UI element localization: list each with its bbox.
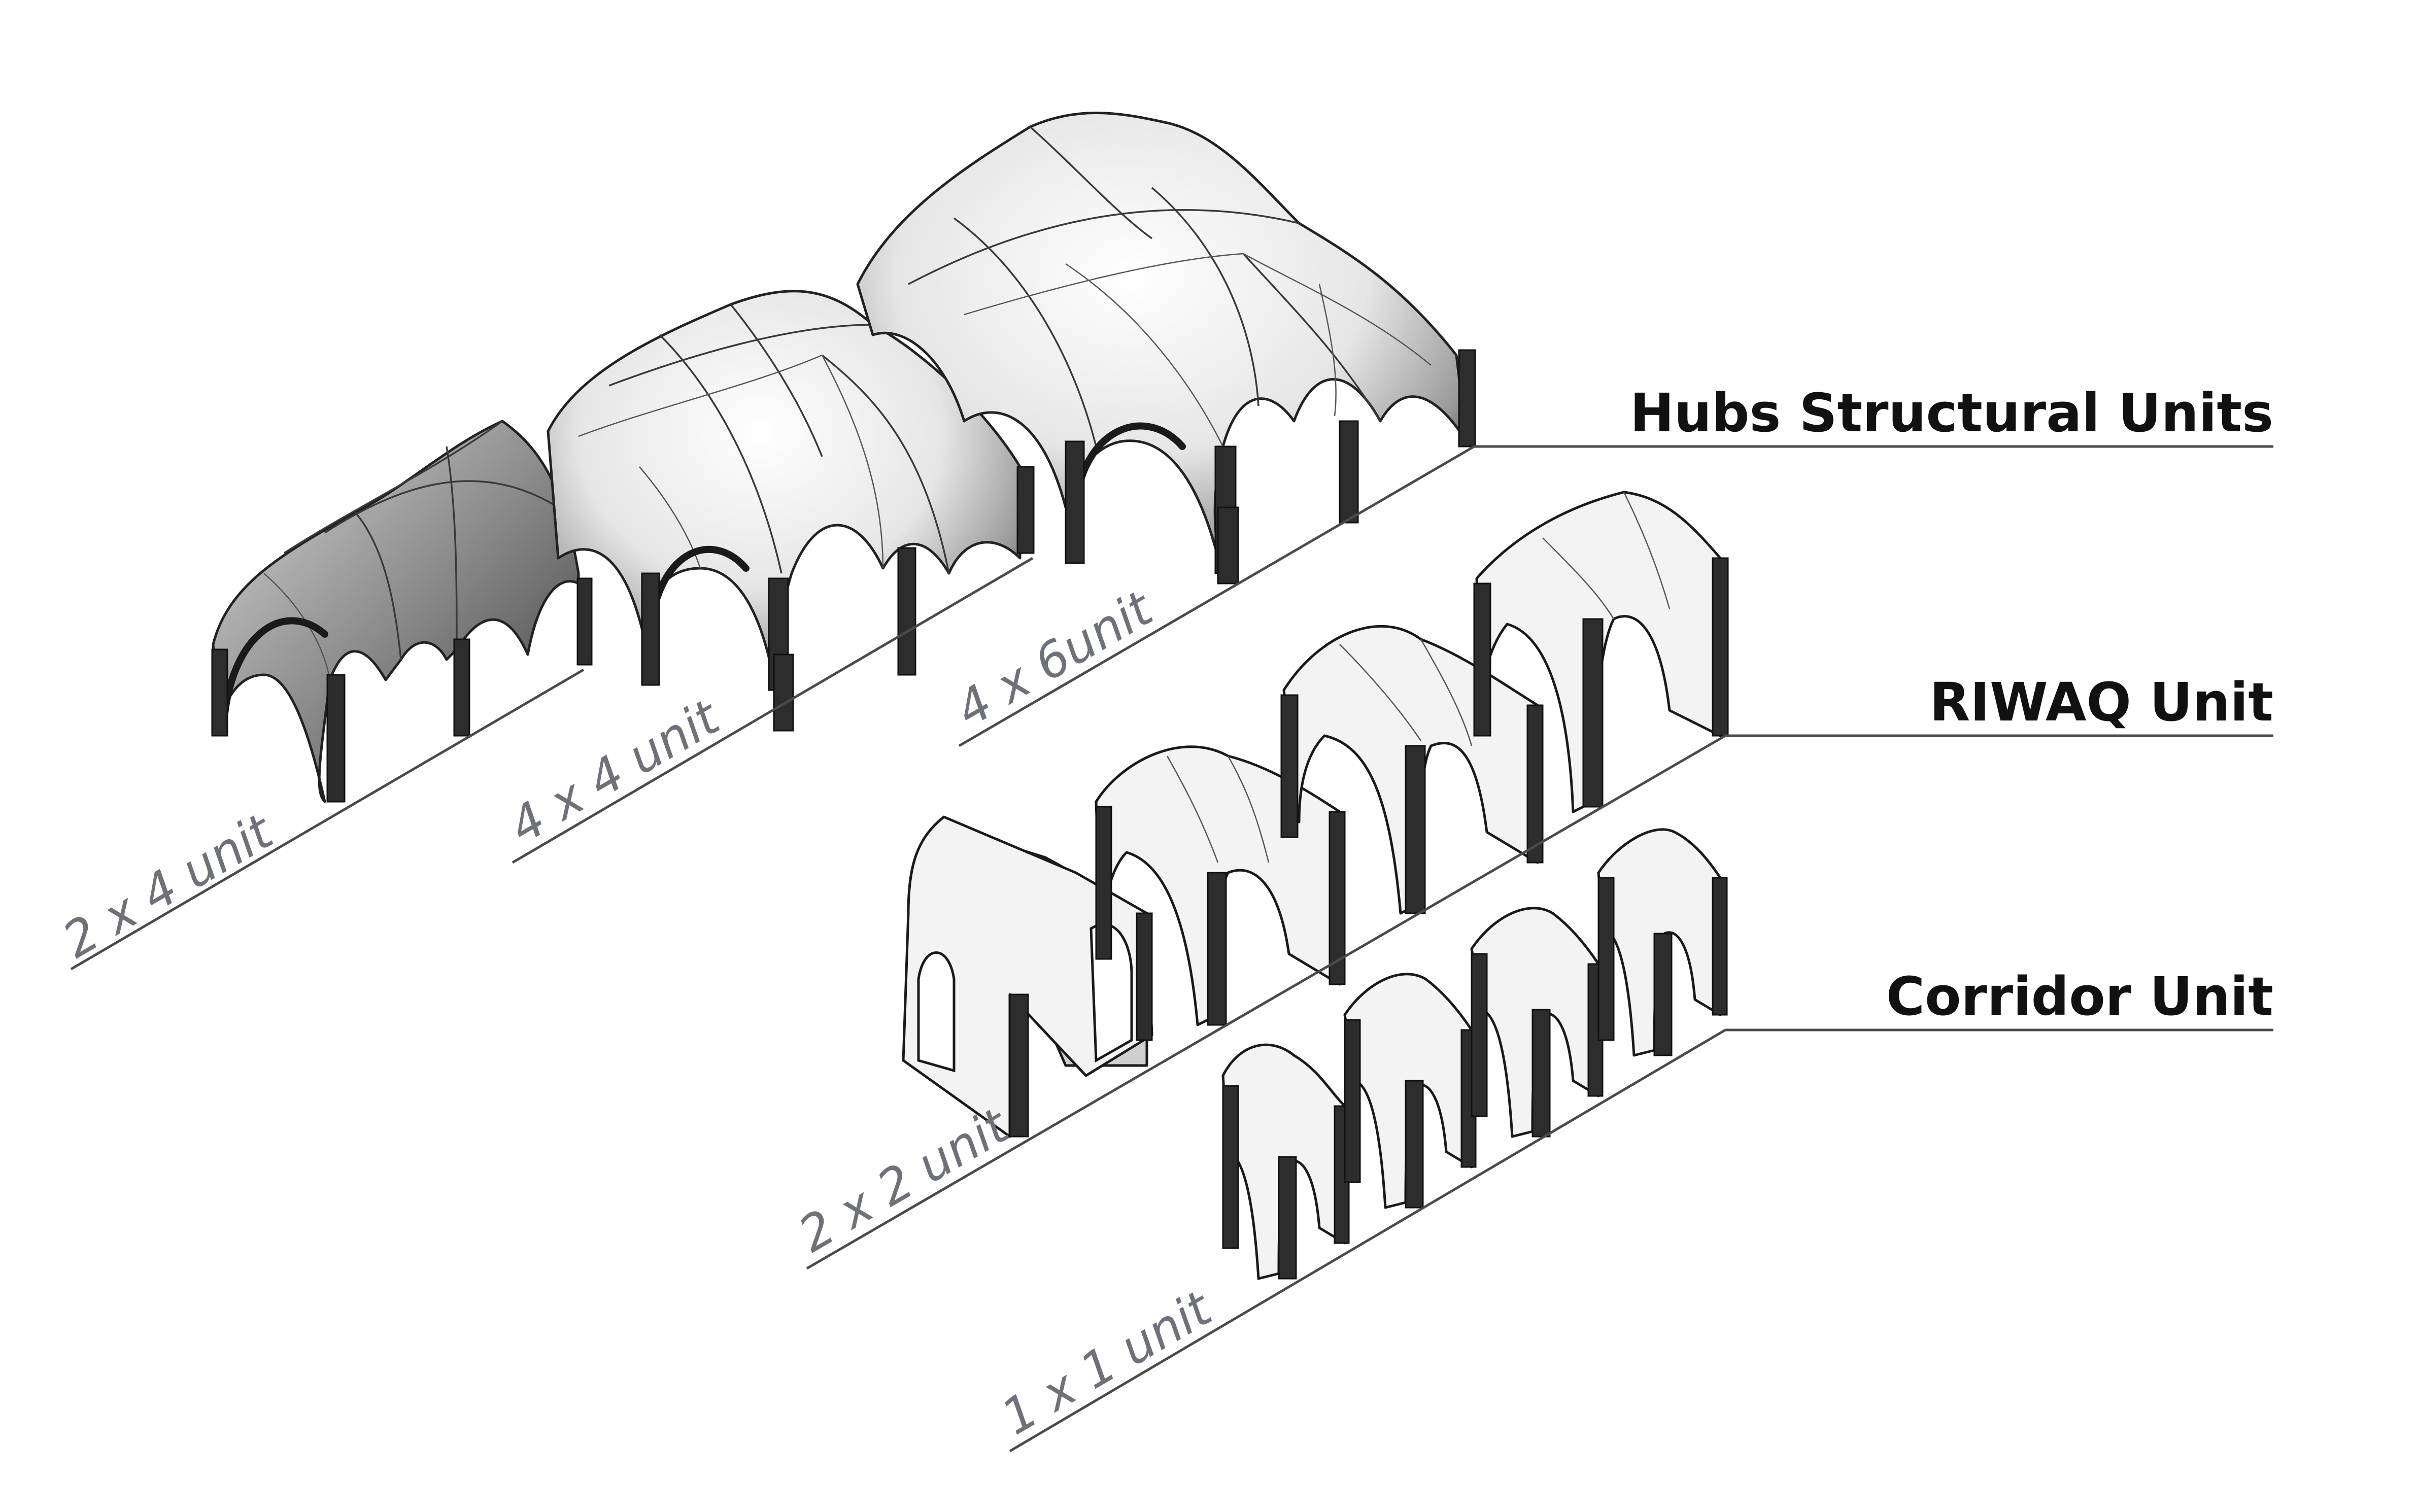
hub-4x4-rib	[730, 303, 823, 457]
hub-2x4-size-label: 2 x 4 unit	[53, 802, 284, 969]
hub-4x6-rib	[908, 209, 1300, 285]
hub-4x6-size-label: 4 x 6unit	[946, 579, 1163, 738]
hub-4x4-base-line	[512, 557, 1034, 864]
hub-2x4-pier	[576, 577, 593, 666]
hub-2x4-rib	[354, 511, 402, 660]
corridor-pier	[1405, 1080, 1424, 1209]
riwaq-pier	[1526, 704, 1544, 864]
corridor-pier	[1531, 1009, 1551, 1138]
hub-4x6-rib	[953, 217, 1097, 447]
riwaq-pier	[1712, 557, 1729, 737]
corridor-pier	[1222, 1085, 1239, 1249]
corridor-pier	[1712, 877, 1728, 1016]
hub-4x4-size-label: 4 x 4 unit	[500, 688, 730, 855]
hub-4x4-vault-shell	[547, 290, 1022, 697]
riwaq-base-line	[806, 734, 1726, 1270]
hub-2x4-base-line	[70, 668, 585, 971]
hub-unit-2x4	[211, 420, 593, 803]
hub-2x4-rib	[446, 446, 458, 650]
hub-4x4-rib	[659, 334, 782, 574]
hub-4x4-pier	[897, 547, 916, 676]
corridor-module	[1470, 907, 1604, 1138]
hub-4x6-rib	[1243, 253, 1432, 366]
hub-4x6-rib	[1065, 263, 1224, 447]
riwaq-units	[902, 491, 1729, 1138]
riwaq-pier	[1009, 993, 1029, 1138]
hub-4x4-rib	[821, 354, 950, 574]
hub-4x6-rib	[1151, 187, 1259, 406]
hub-4x4-rib	[578, 354, 823, 437]
corridor-pier	[1597, 877, 1615, 1041]
riwaq-pier	[1095, 806, 1112, 960]
hub-2x4-pier	[453, 638, 470, 737]
corridor-pier	[1653, 933, 1673, 1056]
corridor-base-line	[1009, 1028, 1726, 1453]
hub-4x6-base-line	[958, 445, 1475, 747]
corridor-size-label: 1 x 1 unit	[992, 1279, 1222, 1446]
riwaq-unit-label: RIWAQ Unit	[1929, 671, 2273, 733]
hub-4x4-rib	[639, 466, 701, 569]
hub-2x4-pier	[326, 674, 346, 803]
hub-2x4-rib	[324, 480, 559, 534]
hub-4x6-pier	[1065, 440, 1085, 564]
corridor-pier	[1471, 953, 1488, 1117]
riwaq-pier	[1582, 618, 1604, 808]
hub-4x6-rib	[1029, 126, 1153, 239]
riwaq-pier	[1136, 912, 1153, 1041]
hub-4x4-rib	[821, 355, 884, 569]
hub-4x6-pier	[1339, 420, 1359, 524]
hub-4x6-rib	[964, 253, 1244, 316]
hub-2x4-rib	[284, 420, 503, 554]
riwaq-pier	[1473, 582, 1491, 737]
hub-4x6-rib	[1318, 284, 1337, 417]
riwaq-size-label: 2 x 2 unit	[789, 1096, 1019, 1263]
hub-unit-4x4	[547, 290, 1035, 732]
hub-4x6-pier	[1217, 506, 1239, 585]
hub-4x4-pier	[1016, 466, 1035, 554]
riwaq-pier	[1405, 745, 1426, 914]
hub-4x6-rib	[1242, 253, 1381, 422]
hub-unit-4x6	[856, 112, 1476, 585]
riwaq-pier	[1329, 811, 1346, 985]
hubs-structural-units-label: Hubs Structural Units	[1630, 382, 2273, 444]
riwaq-module	[1095, 745, 1346, 1026]
hub-4x6-pier	[1458, 349, 1476, 448]
corridor-pier	[1278, 1156, 1297, 1280]
hub-4x4-pier	[773, 654, 794, 732]
corridor-module	[1221, 1043, 1350, 1280]
riwaq-module	[1473, 491, 1729, 813]
corridor-units	[1221, 828, 1728, 1280]
riwaq-pier	[1280, 694, 1299, 838]
corridor-pier	[1344, 1019, 1361, 1183]
riwaq-pier	[1207, 872, 1227, 1026]
corridor-unit-label: Corridor Unit	[1886, 966, 2273, 1027]
hub-2x4-vault-shell	[212, 420, 580, 803]
hub-4x4-rib	[608, 324, 873, 387]
corridor-module	[1343, 973, 1477, 1209]
corridor-module	[1597, 828, 1728, 1057]
hub-2x4-pier	[211, 648, 228, 737]
hub-4x4-pier	[641, 572, 660, 686]
